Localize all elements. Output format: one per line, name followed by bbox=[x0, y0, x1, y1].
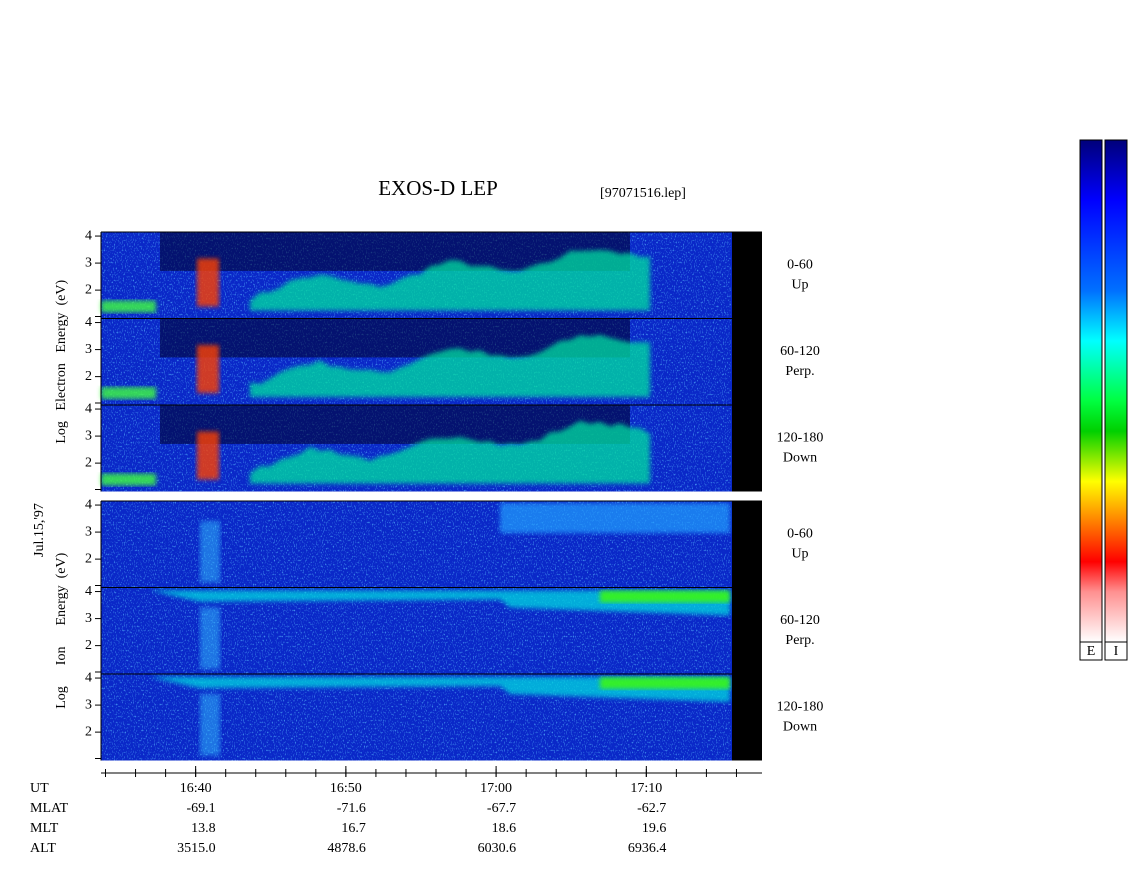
panel-label: 60-120 bbox=[780, 613, 820, 628]
panel-label: Up bbox=[791, 277, 808, 292]
ephemeris-value: 19.6 bbox=[642, 821, 667, 836]
panel-label: 0-60 bbox=[787, 257, 813, 272]
ephemeris-value: 13.8 bbox=[191, 821, 216, 836]
ephemeris-value: 16.7 bbox=[341, 821, 366, 836]
y-tick-label: 2 bbox=[85, 282, 92, 297]
spectrogram-streak bbox=[200, 521, 220, 583]
panel-label: 0-60 bbox=[787, 526, 813, 541]
color-bar bbox=[1104, 139, 1128, 643]
y-tick-label: 4 bbox=[85, 228, 92, 243]
y-tick-label: 4 bbox=[85, 315, 92, 330]
y-tick-label: 2 bbox=[85, 724, 92, 739]
data-gap bbox=[732, 232, 762, 319]
y-tick-label: 2 bbox=[85, 551, 92, 566]
color-bar-box bbox=[1104, 641, 1128, 661]
data-gap bbox=[732, 501, 762, 588]
y-tick-label: 4 bbox=[85, 497, 92, 512]
spectrogram-band bbox=[150, 677, 730, 702]
y-tick-label: 3 bbox=[85, 255, 92, 270]
y-tick-label: 4 bbox=[85, 584, 92, 599]
data-gap bbox=[732, 587, 762, 674]
spectrogram-low bbox=[101, 473, 156, 486]
spectrogram-hot bbox=[197, 258, 219, 307]
ephemeris-label: ALT bbox=[30, 841, 56, 856]
file-name: [97071516.lep] bbox=[600, 186, 686, 201]
spectrogram-hot bbox=[600, 677, 730, 689]
spectrogram-hot bbox=[600, 590, 730, 603]
x-tick-label: 16:50 bbox=[330, 781, 362, 796]
spectrogram-band bbox=[150, 590, 730, 616]
ephemeris-value: 6030.6 bbox=[478, 841, 517, 856]
color-bar-label: I bbox=[1114, 644, 1119, 659]
y-tick-label: 3 bbox=[85, 342, 92, 357]
y-tick-label: 4 bbox=[85, 401, 92, 416]
color-bar-label: E bbox=[1087, 644, 1096, 659]
panel-label: 120-180 bbox=[777, 430, 824, 445]
panel-label: 120-180 bbox=[777, 699, 824, 714]
color-bar bbox=[1079, 139, 1103, 643]
spectrogram-low bbox=[101, 300, 156, 313]
panel-label: Down bbox=[783, 719, 817, 734]
spectrogram-hot bbox=[197, 345, 219, 393]
y-tick-label: 3 bbox=[85, 697, 92, 712]
panel-label: Perp. bbox=[785, 633, 814, 648]
spectrogram-hot bbox=[197, 431, 219, 480]
ephemeris-label: MLT bbox=[30, 821, 59, 836]
y-tick-label: 3 bbox=[85, 611, 92, 626]
y-tick-label: 2 bbox=[85, 638, 92, 653]
y-tick-label: 3 bbox=[85, 428, 92, 443]
color-bar-box bbox=[1079, 641, 1103, 661]
spectrogram-streak bbox=[200, 694, 220, 756]
ephemeris-value: -69.1 bbox=[186, 801, 215, 816]
ephemeris-value: 6936.4 bbox=[628, 841, 667, 856]
spectrogram-band bbox=[250, 420, 650, 484]
ephemeris-label: MLAT bbox=[30, 801, 69, 816]
y-axis-label: Log Ion Energy (eV) bbox=[54, 552, 69, 708]
x-tick-label: 17:00 bbox=[480, 781, 512, 796]
panel-label: Up bbox=[791, 546, 808, 561]
x-tick-label: 16:40 bbox=[180, 781, 212, 796]
date-label: Jul.15,'97 bbox=[32, 503, 47, 557]
ephemeris-label: UT bbox=[30, 781, 49, 796]
y-axis-label: Log Electron Energy (eV) bbox=[54, 280, 69, 444]
y-tick-label: 2 bbox=[85, 369, 92, 384]
panel-label: Perp. bbox=[785, 364, 814, 379]
ephemeris-value: -67.7 bbox=[487, 801, 516, 816]
x-tick-label: 17:10 bbox=[630, 781, 662, 796]
spectrogram-band bbox=[250, 249, 650, 311]
data-gap bbox=[732, 405, 762, 492]
panel-label: Down bbox=[783, 450, 817, 465]
y-tick-label: 4 bbox=[85, 670, 92, 685]
ephemeris-value: -62.7 bbox=[637, 801, 666, 816]
chart-title: EXOS-D LEP bbox=[378, 176, 498, 200]
ephemeris-value: -71.6 bbox=[337, 801, 366, 816]
spectrogram-streak bbox=[200, 607, 220, 669]
spectrogram-band bbox=[250, 334, 650, 397]
data-gap bbox=[732, 674, 762, 761]
ephemeris-value: 18.6 bbox=[492, 821, 517, 836]
y-tick-label: 3 bbox=[85, 524, 92, 539]
panel-label: 60-120 bbox=[780, 344, 820, 359]
spectrogram-band bbox=[500, 503, 730, 533]
spectrogram-low bbox=[101, 387, 156, 399]
ephemeris-value: 4878.6 bbox=[327, 841, 366, 856]
y-tick-label: 2 bbox=[85, 455, 92, 470]
data-gap bbox=[732, 318, 762, 405]
ephemeris-value: 3515.0 bbox=[177, 841, 216, 856]
